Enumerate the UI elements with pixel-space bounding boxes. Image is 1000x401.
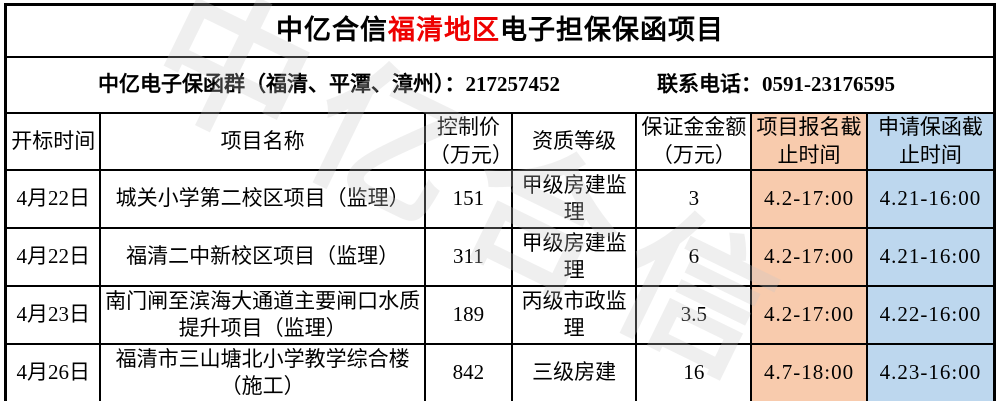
cell-signup-deadline: 4.2-17:00: [750, 285, 868, 345]
info-row: 中亿电子保函群（福清、平潭、漳州）：217257452 联系电话：0591-23…: [4, 56, 996, 114]
col-header-signup-deadline: 项目报名截止时间: [750, 112, 868, 171]
page-title: 中亿合信福清地区电子担保保函项目: [4, 3, 996, 58]
cell-qualification: 丙级市政监理: [510, 285, 638, 345]
cell-project-name: 南门闸至滨海大通道主要闸口水质提升项目（监理）: [99, 285, 426, 345]
col-header-deposit: 保证金金额（万元）: [635, 112, 753, 171]
table-row: 4月22日 城关小学第二校区项目（监理） 151 甲级房建监理 3 4.2-17…: [4, 169, 996, 229]
table-header-row: 开标时间 项目名称 控制价（万元） 资质等级 保证金金额（万元） 项目报名截止时…: [4, 112, 996, 171]
cell-qualification: 三级房建: [510, 343, 638, 401]
cell-guarantee-deadline: 4.23-16:00: [865, 343, 996, 401]
title-suffix: 电子担保保函项目: [500, 15, 724, 46]
cell-deposit: 16: [635, 343, 753, 401]
col-header-control-price: 控制价（万元）: [423, 112, 513, 171]
col-header-qualification: 资质等级: [510, 112, 638, 171]
cell-control-price: 842: [423, 343, 513, 401]
col-header-guarantee-deadline: 申请保函截止时间: [865, 112, 996, 171]
cell-deposit: 6: [635, 227, 753, 287]
title-row: 中亿合信福清地区电子担保保函项目: [4, 3, 996, 58]
cell-control-price: 189: [423, 285, 513, 345]
cell-project-name: 福清市三山塘北小学教学综合楼（施工）: [99, 343, 426, 401]
cell-guarantee-deadline: 4.22-16:00: [865, 285, 996, 345]
cell-project-name: 城关小学第二校区项目（监理）: [99, 169, 426, 229]
table-row: 4月26日 福清市三山塘北小学教学综合楼（施工） 842 三级房建 16 4.7…: [4, 343, 996, 401]
table-row: 4月23日 南门闸至滨海大通道主要闸口水质提升项目（监理） 189 丙级市政监理…: [4, 285, 996, 345]
qq-group-info: 中亿电子保函群（福清、平潭、漳州）：217257452: [98, 72, 560, 97]
cell-control-price: 311: [423, 227, 513, 287]
col-header-bid-date: 开标时间: [4, 112, 102, 171]
cell-bid-date: 4月23日: [4, 285, 102, 345]
project-table: 中亿合信福清地区电子担保保函项目 中亿电子保函群（福清、平潭、漳州）：21725…: [4, 3, 996, 401]
cell-qualification: 甲级房建监理: [510, 227, 638, 287]
cell-control-price: 151: [423, 169, 513, 229]
cell-bid-date: 4月26日: [4, 343, 102, 401]
table-row: 4月22日 福清二中新校区项目（监理） 311 甲级房建监理 6 4.2-17:…: [4, 227, 996, 287]
cell-bid-date: 4月22日: [4, 169, 102, 229]
cell-signup-deadline: 4.2-17:00: [750, 227, 868, 287]
title-prefix: 中亿合信: [276, 15, 388, 46]
cell-signup-deadline: 4.7-18:00: [750, 343, 868, 401]
cell-signup-deadline: 4.2-17:00: [750, 169, 868, 229]
col-header-project-name: 项目名称: [99, 112, 426, 171]
cell-qualification: 甲级房建监理: [510, 169, 638, 229]
info-cell: 中亿电子保函群（福清、平潭、漳州）：217257452 联系电话：0591-23…: [4, 56, 996, 114]
cell-guarantee-deadline: 4.21-16:00: [865, 227, 996, 287]
title-region-highlight: 福清地区: [388, 15, 500, 46]
contact-phone: 联系电话：0591-23176595: [657, 72, 895, 97]
cell-deposit: 3.5: [635, 285, 753, 345]
cell-guarantee-deadline: 4.21-16:00: [865, 169, 996, 229]
cell-bid-date: 4月22日: [4, 227, 102, 287]
cell-project-name: 福清二中新校区项目（监理）: [99, 227, 426, 287]
cell-deposit: 3: [635, 169, 753, 229]
